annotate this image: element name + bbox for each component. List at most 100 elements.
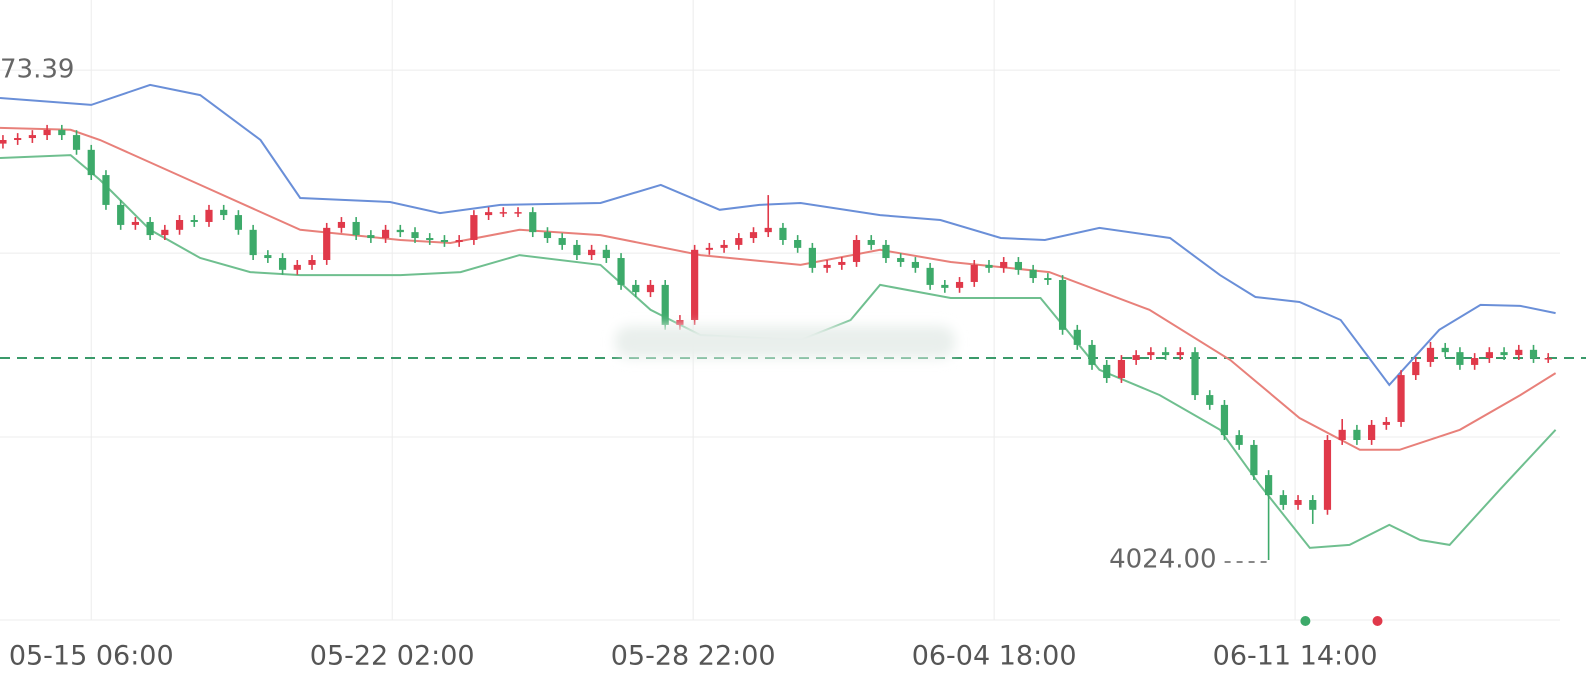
candle-body	[1529, 349, 1538, 359]
candle-body	[970, 264, 978, 282]
candle-body	[764, 227, 772, 233]
candle-body	[1073, 329, 1081, 345]
candle-body	[146, 221, 154, 236]
candle-body	[1220, 404, 1229, 436]
candle-body	[661, 284, 669, 325]
candle-body	[1132, 355, 1140, 360]
candle-body	[617, 258, 625, 285]
candle-body	[161, 229, 169, 236]
candle-body	[455, 240, 463, 242]
candle-body	[1456, 352, 1464, 365]
candle-body	[1412, 361, 1420, 376]
candle-body	[1206, 395, 1214, 405]
candle-body	[867, 240, 875, 245]
candle-body	[337, 221, 346, 228]
band-line	[0, 154, 1557, 549]
candle-body	[58, 129, 66, 136]
candle-body	[470, 215, 478, 240]
candle-body	[543, 232, 552, 239]
band-line	[0, 83, 1556, 387]
candle-body	[514, 212, 522, 214]
candle-body	[720, 244, 728, 248]
candle-body	[926, 267, 934, 285]
candle-body	[529, 212, 537, 233]
candle-body	[175, 220, 184, 230]
candle-body	[1250, 444, 1258, 476]
candle-body	[1103, 364, 1111, 379]
candle-body	[72, 135, 81, 150]
candle-body	[190, 220, 198, 222]
blurred-label	[615, 326, 955, 358]
candle-body	[87, 149, 95, 176]
candle-body	[440, 240, 449, 242]
candle-body	[1471, 358, 1479, 365]
candle-body	[1191, 352, 1199, 396]
x-tick-label: 05-22 02:00	[310, 641, 475, 672]
candle-body	[1147, 352, 1155, 356]
candle-body	[1485, 352, 1493, 359]
candle-body	[1294, 500, 1302, 505]
candle-body	[558, 238, 566, 245]
candle-body	[426, 238, 434, 240]
x-tick-label: 05-28 22:00	[611, 641, 776, 672]
candle-body	[852, 240, 861, 262]
candle-body	[28, 135, 36, 139]
candle-body	[808, 247, 816, 268]
candle-body	[735, 238, 743, 245]
candle-body	[1309, 500, 1317, 510]
candle-body	[117, 204, 125, 225]
candle-body	[499, 212, 507, 214]
candle-body	[897, 258, 905, 262]
candle-body	[323, 227, 331, 260]
candle-body	[1426, 347, 1435, 362]
candle-body	[1544, 358, 1552, 360]
candle-body	[1397, 375, 1405, 422]
candle-body	[588, 249, 596, 256]
candle-body	[278, 258, 287, 270]
candle-body	[1000, 261, 1008, 268]
candle-body	[293, 264, 301, 270]
low-label: 4024.00	[1109, 545, 1217, 575]
candle-body	[1088, 344, 1096, 365]
candle-body	[131, 221, 139, 225]
candle-body	[234, 215, 243, 230]
candle-body	[1441, 347, 1449, 353]
candle-body	[749, 232, 758, 239]
candles	[0, 124, 1552, 560]
candle-body	[1382, 421, 1390, 425]
candle-body	[602, 249, 610, 259]
candle-body	[705, 247, 713, 250]
candle-body	[1161, 352, 1170, 356]
candle-body	[1029, 269, 1037, 279]
candle-body	[1265, 475, 1273, 496]
candle-body	[1044, 278, 1052, 280]
candle-body	[0, 140, 7, 144]
band-line	[0, 126, 1557, 451]
candle-body	[1058, 280, 1067, 330]
candle-body	[955, 281, 964, 288]
candle-body	[1500, 352, 1508, 356]
candle-body	[411, 232, 419, 239]
candle-body	[882, 244, 890, 259]
x-tick-label: 06-11 14:00	[1213, 641, 1378, 672]
candle-body	[396, 229, 404, 233]
candle-body	[1014, 261, 1023, 270]
candle-body	[646, 284, 655, 293]
candle-body	[779, 227, 787, 240]
candle-body	[367, 235, 375, 239]
candle-body	[1515, 349, 1523, 356]
event-marker	[1300, 616, 1311, 626]
candle-body	[220, 209, 228, 216]
candle-body	[1368, 424, 1376, 440]
candle-body	[573, 244, 581, 256]
candle-body	[1279, 495, 1287, 505]
candle-body	[381, 229, 390, 239]
candle-body	[823, 264, 831, 268]
candle-body	[14, 138, 22, 140]
candle-body	[691, 249, 699, 320]
blurred-box	[615, 326, 955, 358]
candle-body	[1117, 360, 1126, 379]
candle-body	[911, 261, 919, 268]
candle-body	[794, 240, 802, 248]
